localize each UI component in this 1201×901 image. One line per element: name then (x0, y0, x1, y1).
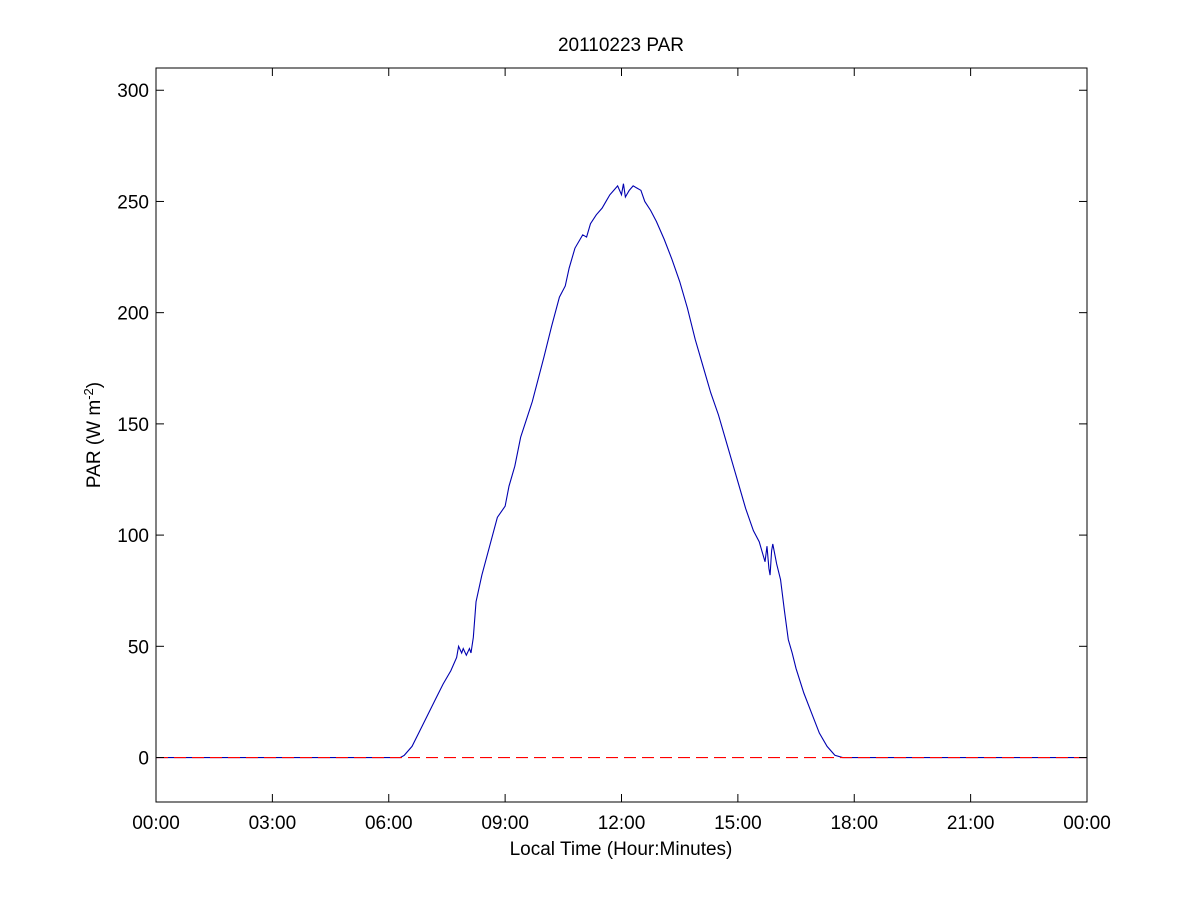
x-tick-label: 15:00 (714, 813, 762, 834)
chart-title: 20110223 PAR (558, 35, 684, 56)
y-tick-label: 100 (117, 526, 149, 547)
y-tick-label: 200 (117, 304, 149, 325)
y-tick-label: 50 (128, 637, 149, 658)
plot-area (156, 68, 1087, 802)
x-tick-label: 21:00 (947, 813, 995, 834)
x-tick-label: 06:00 (365, 813, 413, 834)
x-tick-label: 18:00 (830, 813, 878, 834)
x-tick-label: 12:00 (598, 813, 646, 834)
y-axis-label-superscript: -2 (81, 388, 96, 400)
par-series-line (156, 183, 1087, 759)
x-tick-label: 00:00 (132, 813, 180, 834)
x-axis-label: Local Time (Hour:Minutes) (510, 839, 733, 860)
x-tick-label: 00:00 (1063, 813, 1111, 834)
x-tick-label: 09:00 (481, 813, 529, 834)
y-axis-label: PAR (W m-2) (81, 382, 106, 488)
y-tick-label: 300 (117, 81, 149, 102)
y-tick-label: 150 (117, 415, 149, 436)
y-tick-label: 250 (117, 192, 149, 213)
y-tick-label: 0 (138, 749, 149, 770)
y-axis-ticks: 0 50 100 150 200 250 300 (117, 81, 1087, 770)
series-layer (156, 183, 1087, 759)
x-axis-ticks: 00:00 03:00 06:00 09:00 12:00 15:00 18:00 21:00… (132, 68, 1111, 834)
y-axis-label-close: ) (84, 382, 105, 388)
y-axis-label-main: PAR (W m (84, 400, 105, 488)
x-tick-label: 03:00 (249, 813, 297, 834)
